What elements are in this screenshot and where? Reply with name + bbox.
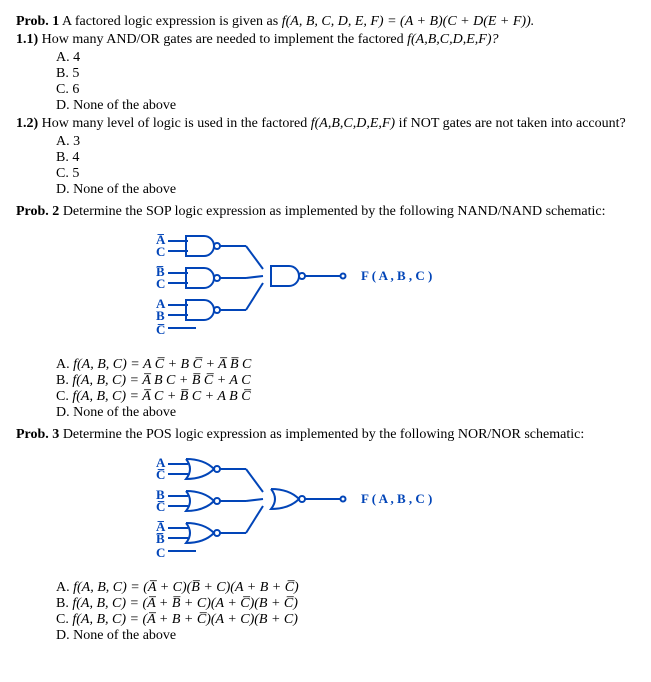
svg-text:C: C <box>156 244 165 259</box>
prob3-heading-prefix: Prob. 3 <box>16 427 59 442</box>
prob1-q2-rest: How many level of logic is used in the f… <box>38 116 311 131</box>
prob3-b-pre: B. <box>56 596 72 611</box>
prob1-1-choice-d: D. None of the above <box>56 98 635 114</box>
svg-text:C: C <box>156 276 165 291</box>
prob2-a-expr: f(A, B, C) = A C̅ + B C̅ + A̅ B̅ C <box>73 357 251 372</box>
prob1-expr: f(A, B, C, D, E, F) = (A + B)(C + D(E + … <box>282 14 535 29</box>
svg-text:B̅: B̅ <box>156 531 165 546</box>
prob2-heading-rest: Determine the SOP logic expression as im… <box>59 204 605 219</box>
prob1-q1: 1.1) How many AND/OR gates are needed to… <box>16 32 635 48</box>
svg-text:B: B <box>156 308 165 323</box>
prob2-choice-d: D. None of the above <box>56 405 635 421</box>
prob3-b-expr: f(A, B, C) = (A̅ + B̅ + C)(A + C̅)(B + C… <box>72 596 298 611</box>
prob1-q1-prefix: 1.1) <box>16 32 38 47</box>
prob2-c-pre: C. <box>56 389 72 404</box>
prob1-2-choice-a: A. 3 <box>56 134 635 150</box>
prob3-choice-d: D. None of the above <box>56 628 635 644</box>
prob1-2-choice-b: B. 4 <box>56 150 635 166</box>
prob2-b-expr: f(A, B, C) = A̅ B C + B̅ C̅ + A C <box>72 373 250 388</box>
svg-text:F ( A , B , C ): F ( A , B , C ) <box>361 491 432 506</box>
prob3-heading-rest: Determine the POS logic expression as im… <box>59 427 584 442</box>
prob1-q2-tail: if NOT gates are not taken into account? <box>395 116 626 131</box>
prob3-choice-a: A. f(A, B, C) = (A̅ + C)(B̅ + C)(A + B +… <box>56 580 635 596</box>
prob3-choice-b: B. f(A, B, C) = (A̅ + B̅ + C)(A + C̅)(B … <box>56 596 635 612</box>
prob2-heading-prefix: Prob. 2 <box>16 204 59 219</box>
svg-text:C: C <box>156 545 165 560</box>
nand-schematic-svg: A̅C B̅C ABC̅ F ( A , B , C ) <box>136 226 496 346</box>
prob3-a-expr: f(A, B, C) = (A̅ + C)(B̅ + C)(A + B + C̅… <box>73 580 299 595</box>
svg-text:C̅: C̅ <box>156 467 165 482</box>
prob2-schematic: A̅C B̅C ABC̅ F ( A , B , C ) <box>136 226 635 351</box>
prob3-c-expr: f(A, B, C) = (A̅ + B + C̅)(A + C)(B + C) <box>72 612 298 627</box>
nor-schematic-svg: AC̅ BC̅ A̅B̅C F ( A , B , C ) <box>136 449 496 569</box>
prob1-q1-rest: How many AND/OR gates are needed to impl… <box>38 32 407 47</box>
prob1-1-choice-c: C. 6 <box>56 82 635 98</box>
prob2-b-pre: B. <box>56 373 72 388</box>
prob3-a-pre: A. <box>56 580 73 595</box>
prob3-c-pre: C. <box>56 612 72 627</box>
prob3-choice-c: C. f(A, B, C) = (A̅ + B + C̅)(A + C)(B +… <box>56 612 635 628</box>
prob1-2-choice-c: C. 5 <box>56 166 635 182</box>
prob3-heading: Prob. 3 Determine the POS logic expressi… <box>16 427 635 443</box>
prob1-q1-tail: f(A,B,C,D,E,F)? <box>407 32 498 47</box>
prob1-heading: Prob. 1 A factored logic expression is g… <box>16 14 635 30</box>
prob1-q2-mid: f(A,B,C,D,E,F) <box>311 116 395 131</box>
prob2-a-pre: A. <box>56 357 73 372</box>
prob2-heading: Prob. 2 Determine the SOP logic expressi… <box>16 204 635 220</box>
prob2-c-expr: f(A, B, C) = A̅ C + B̅ C + A B C̅ <box>72 389 250 404</box>
prob3-schematic: AC̅ BC̅ A̅B̅C F ( A , B , C ) <box>136 449 635 574</box>
prob1-1-choice-a: A. 4 <box>56 50 635 66</box>
prob1-heading-rest: A factored logic expression is given as <box>59 14 281 29</box>
prob1-heading-prefix: Prob. 1 <box>16 14 59 29</box>
prob1-q2: 1.2) How many level of logic is used in … <box>16 116 635 132</box>
prob1-q2-prefix: 1.2) <box>16 116 38 131</box>
prob1-1-choice-b: B. 5 <box>56 66 635 82</box>
prob2-choice-c: C. f(A, B, C) = A̅ C + B̅ C + A B C̅ <box>56 389 635 405</box>
prob1-2-choice-d: D. None of the above <box>56 182 635 198</box>
svg-text:C̅: C̅ <box>156 499 165 514</box>
svg-text:F ( A , B , C ): F ( A , B , C ) <box>361 268 432 283</box>
prob2-choice-b: B. f(A, B, C) = A̅ B C + B̅ C̅ + A C <box>56 373 635 389</box>
prob2-choice-a: A. f(A, B, C) = A C̅ + B C̅ + A̅ B̅ C <box>56 357 635 373</box>
svg-text:C̅: C̅ <box>156 322 165 337</box>
